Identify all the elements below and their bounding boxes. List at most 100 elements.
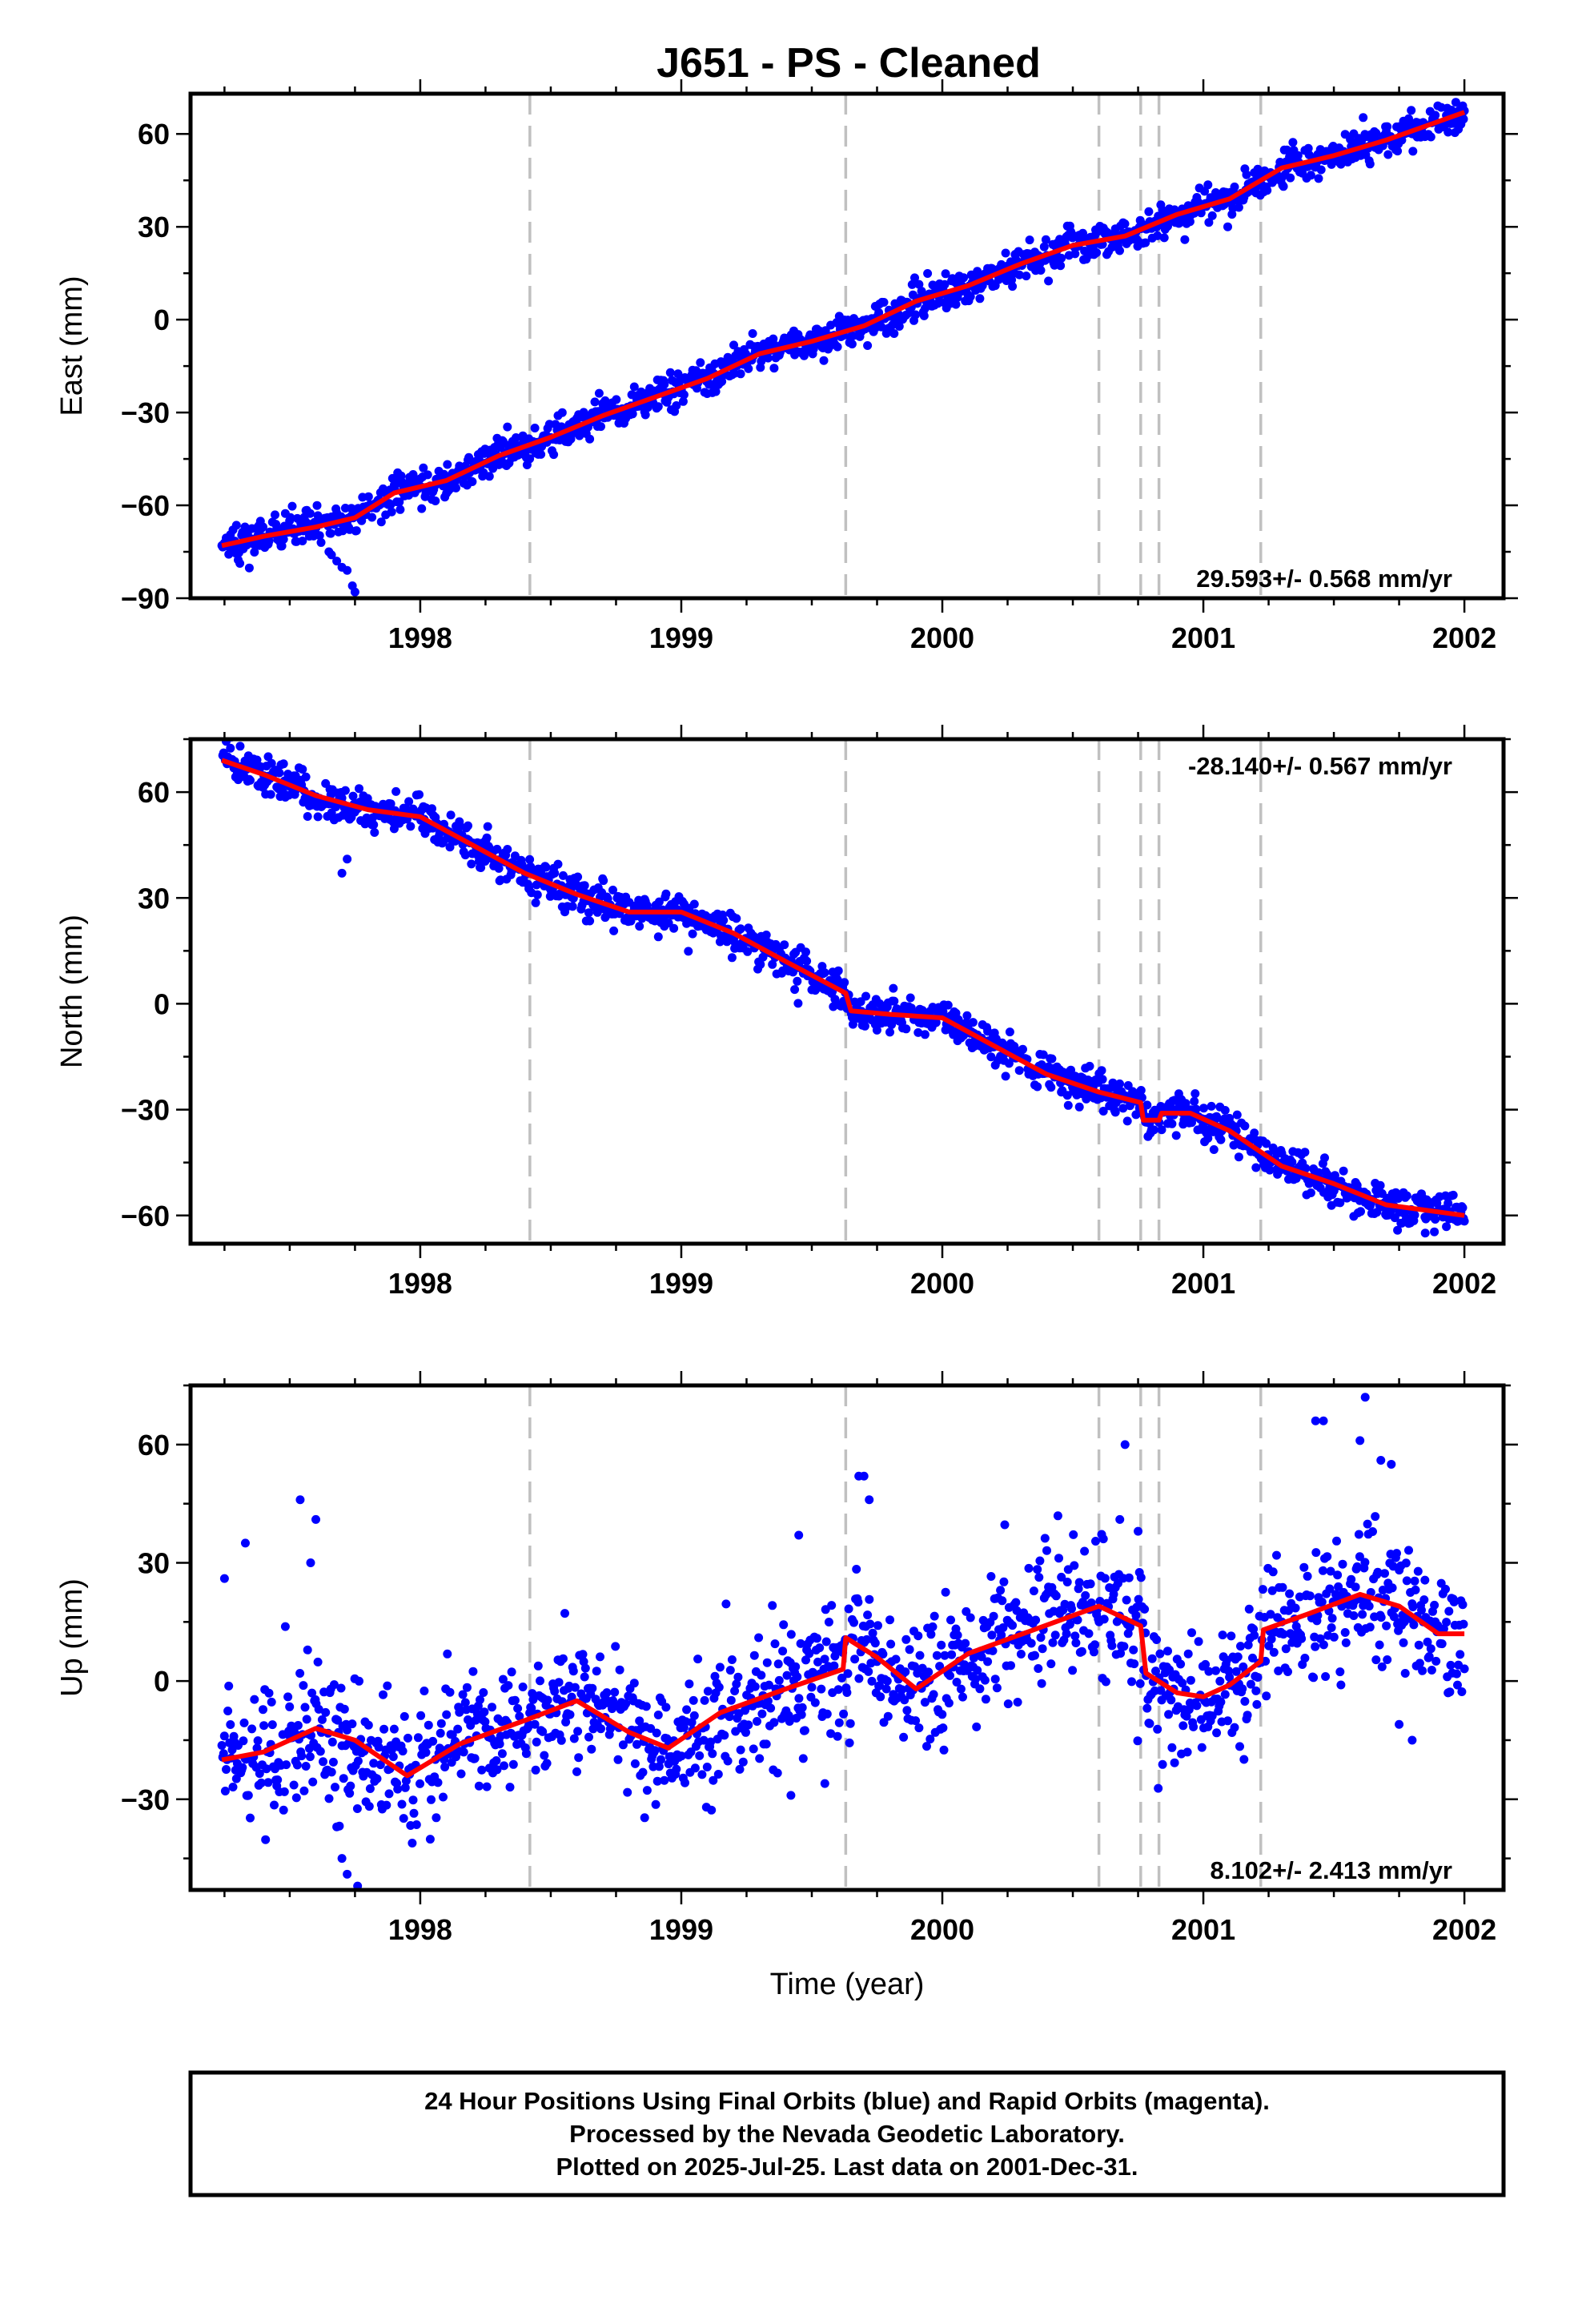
data-point: [567, 1692, 576, 1702]
data-point: [1085, 1061, 1094, 1071]
data-point: [328, 1757, 338, 1767]
y-tick-label: 0: [154, 1665, 170, 1698]
data-point: [862, 1634, 872, 1644]
data-point: [518, 1683, 528, 1691]
data-point: [1320, 1153, 1329, 1163]
y-tick-label: 60: [138, 1429, 170, 1462]
data-point: [305, 1752, 315, 1762]
data-point: [1264, 1641, 1274, 1651]
data-point: [1135, 1679, 1145, 1688]
y-tick-label: −30: [121, 396, 170, 429]
data-point: [1430, 1227, 1439, 1236]
data-point: [807, 1683, 817, 1692]
data-point: [1144, 207, 1154, 216]
data-point: [1130, 1659, 1139, 1669]
data-point: [1030, 1651, 1039, 1660]
y-tick-label: −30: [121, 1094, 170, 1127]
data-point: [844, 1604, 853, 1614]
data-point: [661, 1703, 671, 1712]
data-point: [1303, 1571, 1312, 1581]
data-point: [404, 1733, 412, 1743]
data-point: [337, 868, 347, 878]
data-point: [289, 1780, 299, 1790]
data-point: [805, 1649, 814, 1659]
data-point: [1212, 1728, 1222, 1738]
data-point: [372, 1774, 382, 1783]
data-point: [498, 1675, 508, 1684]
data-point: [399, 1814, 408, 1823]
data-point: [314, 1704, 323, 1714]
data-point: [412, 1820, 421, 1829]
data-point: [975, 294, 985, 304]
data-point: [786, 1791, 796, 1800]
data-point: [452, 483, 460, 493]
data-point: [980, 1675, 990, 1685]
data-point: [374, 1743, 383, 1752]
data-point: [819, 356, 829, 365]
data-point: [1056, 261, 1066, 271]
data-point: [1272, 1550, 1281, 1560]
data-point: [1250, 1128, 1259, 1138]
data-point: [271, 510, 279, 520]
data-point: [219, 1574, 229, 1583]
data-point: [696, 358, 705, 368]
data-point: [1071, 1638, 1081, 1647]
y-tick-label: 0: [154, 304, 170, 336]
data-point: [343, 854, 352, 864]
data-point: [295, 1669, 305, 1678]
data-point: [1458, 1203, 1468, 1212]
data-point: [642, 1786, 652, 1795]
data-point: [868, 1628, 877, 1638]
data-point: [351, 526, 361, 536]
data-point: [1048, 1638, 1058, 1647]
data-point: [279, 1787, 289, 1796]
data-point: [569, 1734, 579, 1743]
data-point: [428, 804, 436, 814]
data-point: [679, 390, 689, 400]
data-point: [1067, 1604, 1076, 1614]
data-point: [824, 1618, 833, 1626]
data-point: [650, 1746, 660, 1755]
data-point: [1376, 1613, 1386, 1622]
data-point: [951, 300, 961, 309]
data-point: [1303, 143, 1313, 153]
data-point: [1183, 1649, 1193, 1659]
data-point: [592, 1667, 601, 1676]
data-point: [1199, 1104, 1208, 1113]
data-point: [1134, 1526, 1143, 1536]
data-point: [1284, 1606, 1293, 1615]
data-point: [1387, 1459, 1396, 1469]
data-point: [578, 1650, 588, 1659]
data-point: [283, 1692, 293, 1702]
data-point: [363, 1720, 373, 1730]
east-model-line: [221, 110, 1466, 549]
data-point: [350, 587, 359, 597]
x-tick-label: 1998: [388, 621, 452, 654]
data-point: [785, 1717, 794, 1726]
data-point: [1305, 1591, 1315, 1601]
data-point: [820, 968, 829, 978]
data-point: [259, 1705, 267, 1715]
data-point: [333, 1715, 343, 1725]
data-point: [877, 322, 886, 332]
data-point: [870, 1638, 880, 1648]
data-point: [962, 1606, 971, 1616]
data-point: [588, 1683, 597, 1693]
data-point: [1189, 1722, 1199, 1731]
data-point: [369, 820, 379, 830]
data-point: [780, 940, 789, 950]
data-point: [468, 477, 477, 486]
data-point: [250, 548, 259, 557]
data-point: [263, 1778, 273, 1787]
data-point: [1431, 111, 1440, 120]
data-point: [735, 1764, 745, 1774]
data-point: [585, 434, 595, 444]
data-point: [1175, 218, 1184, 227]
data-point: [1086, 1579, 1095, 1589]
data-point: [1441, 1584, 1450, 1594]
data-point: [379, 1690, 387, 1699]
data-point: [889, 996, 899, 1006]
data-point: [733, 1672, 743, 1682]
data-point: [744, 364, 753, 373]
data-point: [761, 1739, 771, 1749]
